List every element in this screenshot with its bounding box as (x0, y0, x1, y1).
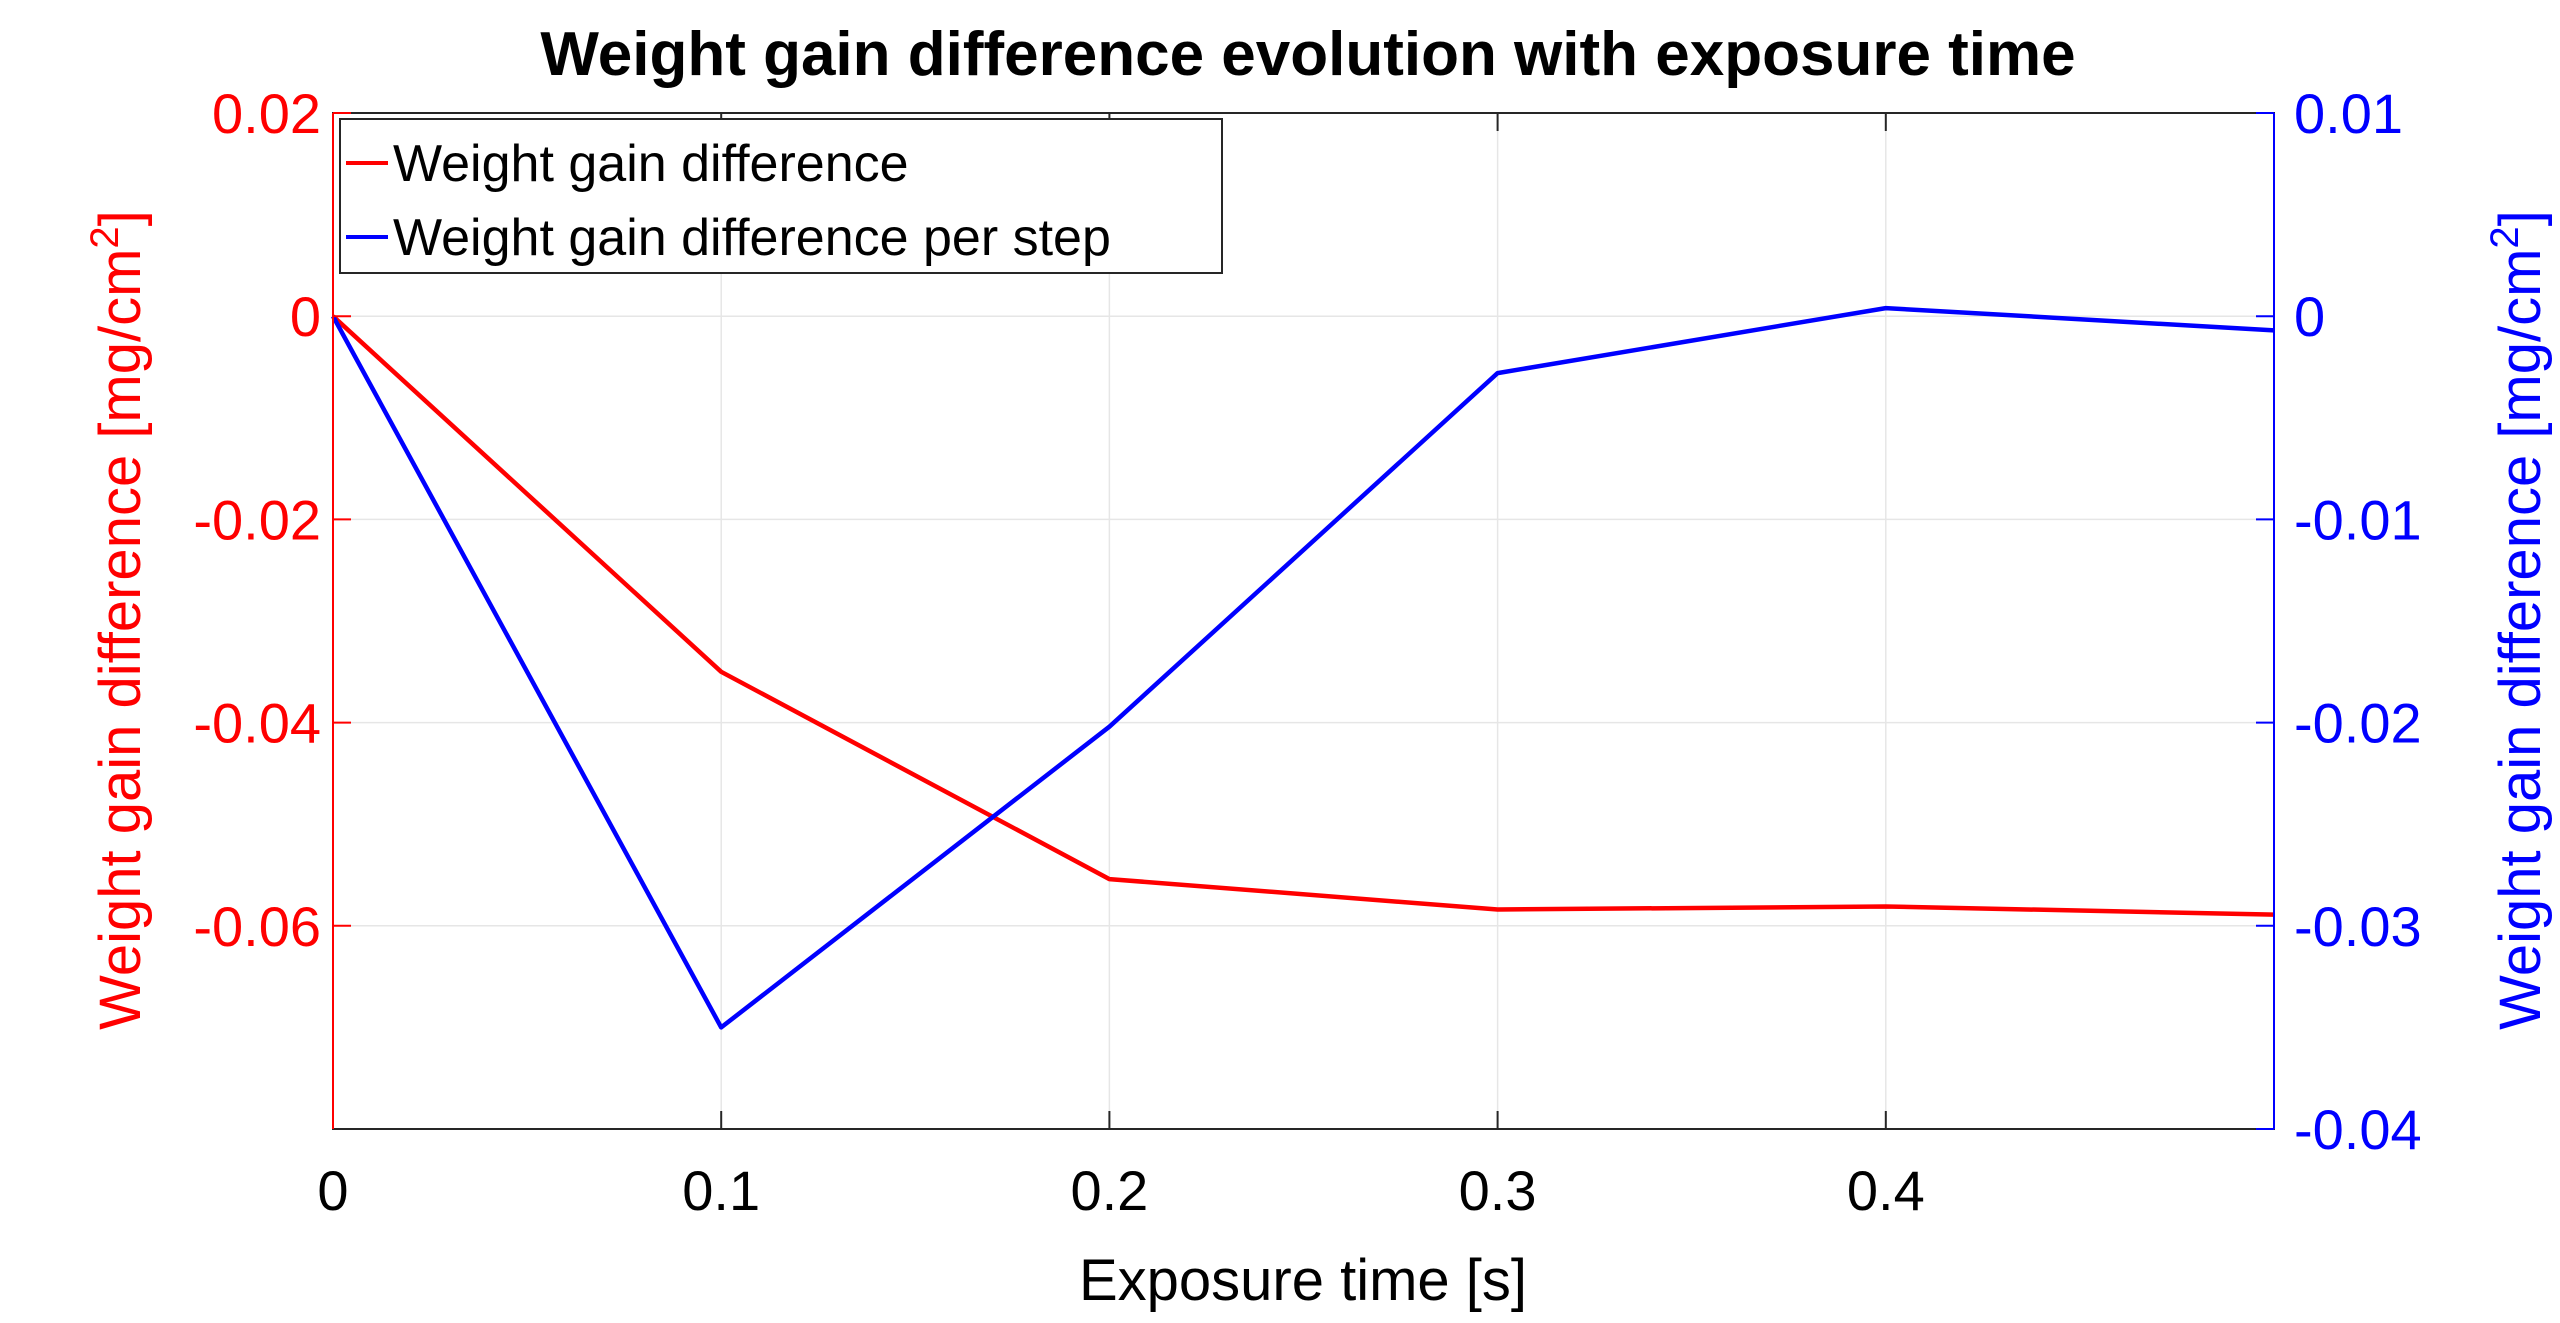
x-tick-label: 0.1 (682, 1159, 760, 1222)
y-right-tick-label: -0.02 (2294, 692, 2422, 755)
y-right-tick-label: 0 (2294, 285, 2325, 348)
x-tick-label: 0.2 (1070, 1159, 1148, 1222)
chart-title: Weight gain difference evolution with ex… (540, 20, 2075, 89)
x-tick-label: 0.4 (1847, 1159, 1925, 1222)
y-left-label-close: ] (88, 210, 153, 226)
y-right-tick-label: -0.01 (2294, 488, 2422, 551)
legend-box (339, 118, 1223, 274)
y-right-label-close: ] (2488, 210, 2553, 226)
y-right-tick-label: -0.03 (2294, 895, 2422, 958)
legend: Weight gain difference Weight gain diffe… (339, 118, 1223, 274)
y-left-label-sup: 2 (83, 226, 127, 248)
y-left-label-text: Weight gain difference [mg/cm (88, 249, 153, 1030)
y-axis-right-label: Weight gain difference [mg/cm2] (2483, 210, 2553, 1030)
y-right-tick-label: 0.01 (2294, 82, 2403, 145)
y-right-label-sup: 2 (2483, 226, 2527, 248)
x-tick-label: 0 (317, 1159, 348, 1222)
y-right-tick-label: -0.04 (2294, 1098, 2422, 1161)
x-axis-label: Exposure time [s] (1079, 1248, 1527, 1313)
y-left-tick-label: 0.02 (212, 82, 321, 145)
legend-label-weight-gain-difference-per-step: Weight gain difference per step (393, 209, 1111, 267)
legend-label-weight-gain-difference: Weight gain difference (393, 135, 909, 193)
x-tick-label: 0.3 (1459, 1159, 1537, 1222)
y-left-tick-label: -0.02 (193, 488, 321, 551)
y-right-label-text: Weight gain difference [mg/cm (2488, 249, 2553, 1030)
series-line-weight-gain-difference-per-step (331, 305, 2275, 1030)
series-line-weight-gain-difference (331, 314, 2275, 917)
y-axis-left-label: Weight gain difference [mg/cm2] (83, 210, 153, 1030)
axis-ticks: 0 0.1 0.2 0.3 0.4 0.02 0 -0.02 -0.04 -0.06 0.01 0 -0… (193, 82, 2421, 1222)
y-left-tick-label: 0 (290, 285, 321, 348)
series-lines (331, 305, 2275, 1030)
grid-lines (333, 113, 2274, 1129)
y-left-tick-label: -0.06 (193, 895, 321, 958)
y-left-tick-label: -0.04 (193, 692, 321, 755)
